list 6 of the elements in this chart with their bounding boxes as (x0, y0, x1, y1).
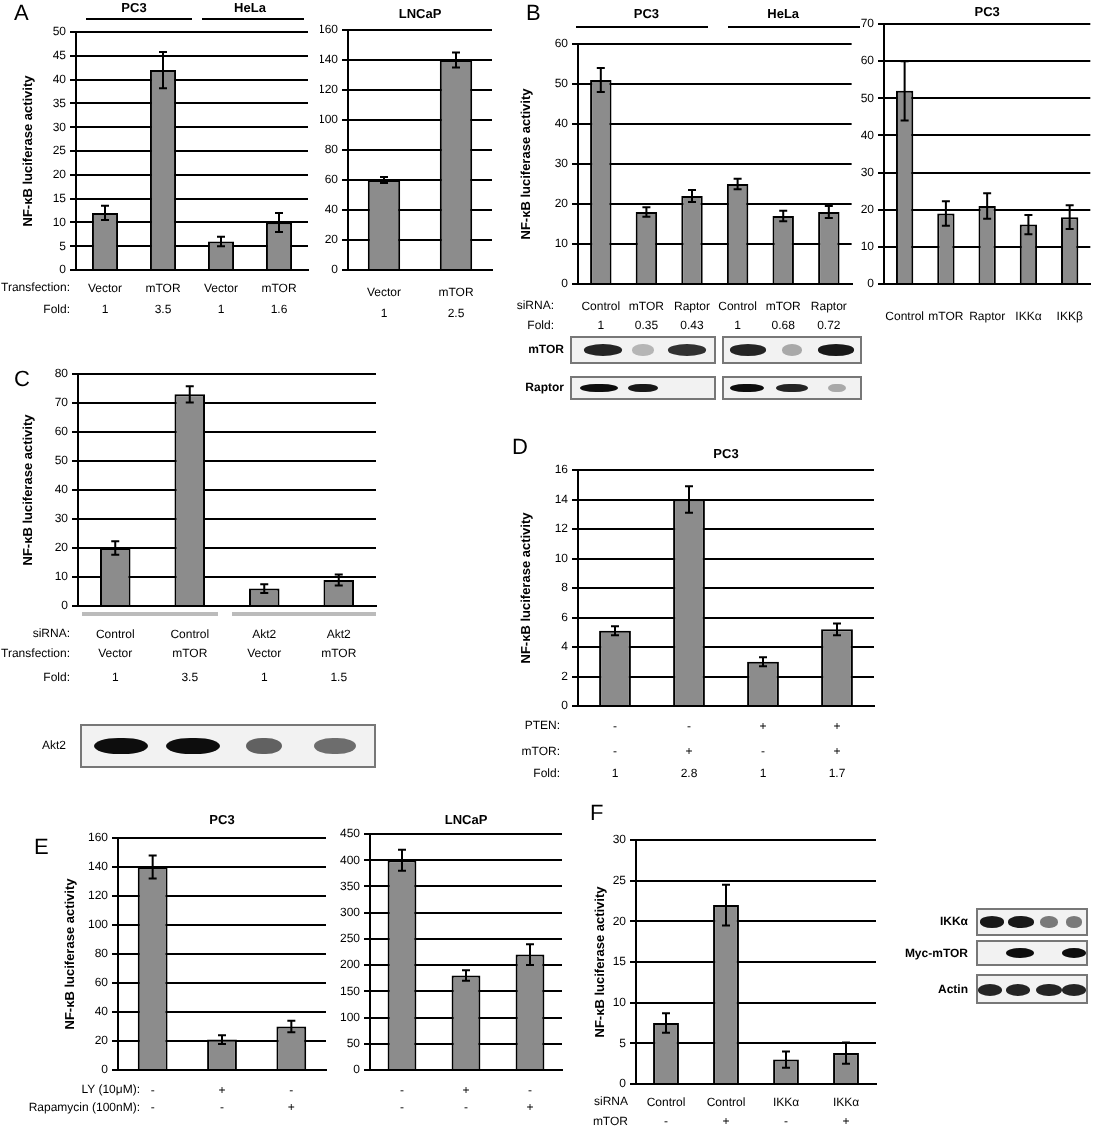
text: C (14, 368, 30, 393)
text: A (14, 2, 30, 27)
text: D (512, 436, 528, 461)
text: B (526, 2, 541, 27)
text: F (590, 802, 604, 827)
text: E (34, 836, 49, 861)
